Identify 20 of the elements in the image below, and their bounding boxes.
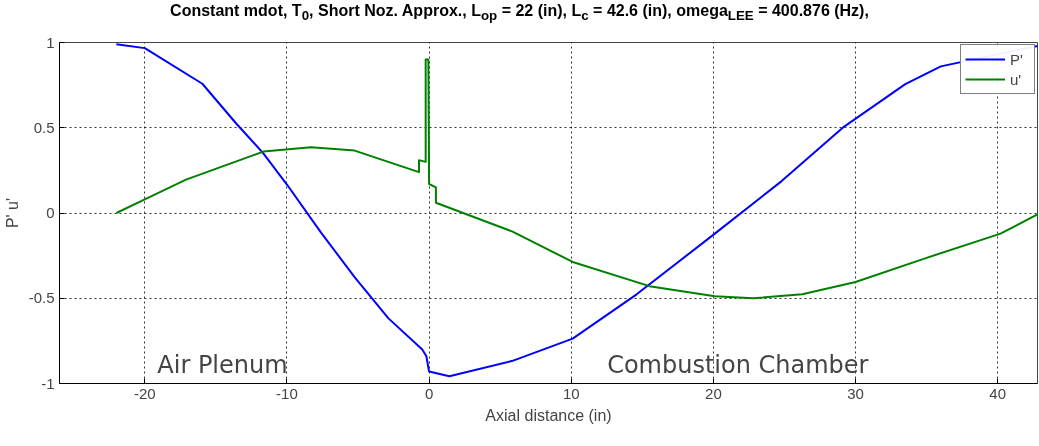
line-series bbox=[115, 43, 1038, 378]
y-tick-label: -0.5 bbox=[28, 289, 55, 307]
y-tick-label: 1 bbox=[46, 33, 55, 51]
x-tick-label: 0 bbox=[424, 384, 434, 402]
x-tick-label: 10 bbox=[562, 384, 580, 402]
x-axis-title: Axial distance (in) bbox=[485, 406, 612, 424]
y-tick-label: 0.5 bbox=[33, 118, 55, 136]
legend-label: P' bbox=[1010, 50, 1024, 68]
x-tick-label: -20 bbox=[133, 384, 156, 402]
x-tick-label: 40 bbox=[989, 384, 1007, 402]
y-axis-title: P' u' bbox=[3, 197, 21, 229]
y-tick-label: 0 bbox=[46, 204, 55, 221]
x-tick-label: 20 bbox=[705, 384, 722, 402]
y-tick-label: -1 bbox=[41, 374, 55, 392]
legend-label: u' bbox=[1010, 70, 1023, 88]
chart-title: Constant mdot, T$_{0}$, Short Noz. Approx., L$_{op}$ = 22 (in), L$_{c}$ = 42.6 (in), omega$_{LEE}$ = 400.876 (Hz), bbox=[170, 2, 869, 24]
x-tick-label: -10 bbox=[276, 384, 298, 402]
x-tick-label: 30 bbox=[847, 384, 864, 402]
annotation: Air Plenum bbox=[157, 350, 288, 379]
annotation: Combustion Chamber bbox=[607, 350, 869, 379]
